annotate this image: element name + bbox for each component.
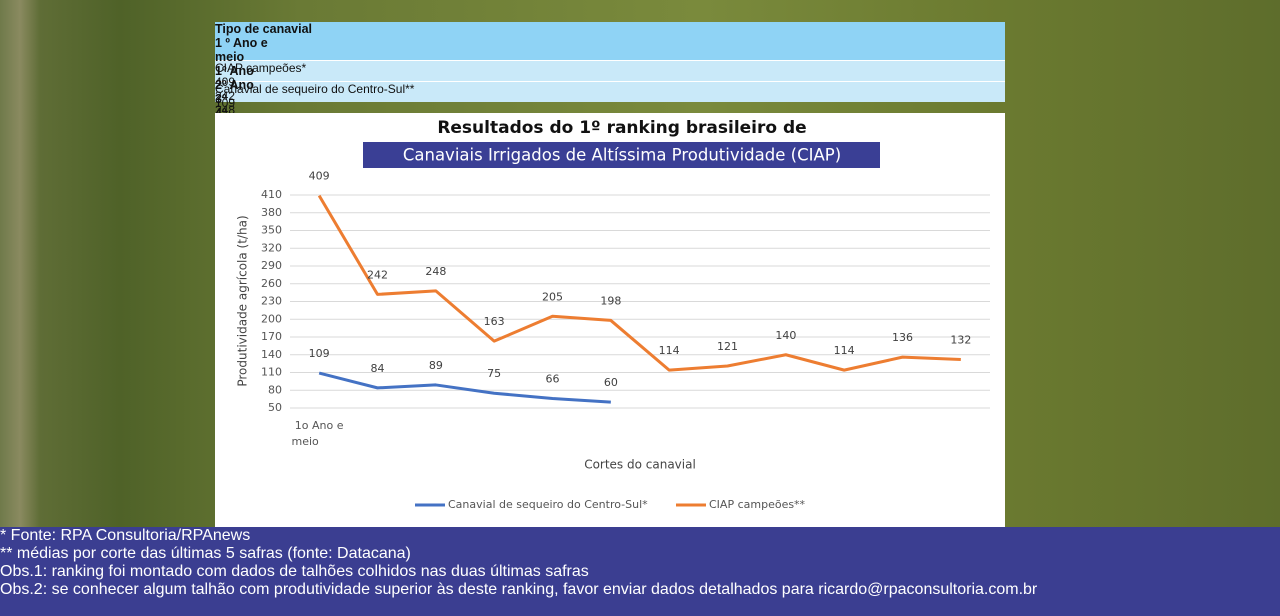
data-label: 163 <box>484 315 505 328</box>
footnotes: * Fonte: RPA Consultoria/RPAnews ** média… <box>0 527 1280 616</box>
y-tick-label: 110 <box>261 366 282 379</box>
footnote: Obs.2: se conhecer algum talhão com prod… <box>0 581 1038 598</box>
data-label: 114 <box>834 344 855 357</box>
data-label: 121 <box>717 340 738 353</box>
y-tick-label: 170 <box>261 330 282 343</box>
header-cell: 1º Ano <box>215 64 254 78</box>
data-label: 66 <box>546 373 560 386</box>
row-label: Canavial de sequeiro do Centro-Sul** <box>215 82 415 96</box>
y-axis-label: Produtividade agrícola (t/ha) <box>236 215 250 386</box>
footnote: Obs.1: ranking foi montado com dados de … <box>0 563 589 580</box>
series-line <box>317 194 961 372</box>
header-cell: 3º <box>215 92 227 106</box>
chart-subtitle: Canaviais Irrigados de Altíssima Produti… <box>403 146 841 165</box>
data-label: 132 <box>950 333 971 346</box>
footnote: ** médias por corte das últimas 5 safras… <box>0 545 411 562</box>
x-tick-line: 1o Ano e <box>295 419 344 432</box>
subtitle-box <box>363 142 880 168</box>
y-tick-label: 50 <box>268 401 282 414</box>
y-tick-label: 140 <box>261 348 282 361</box>
data-table: Tipo de canavial 1 º Ano e meio 1º Ano 2º A… <box>215 22 1005 243</box>
y-tick-label: 230 <box>261 295 282 308</box>
y-tick-label: 320 <box>261 241 282 254</box>
y-tick-label: 350 <box>261 224 282 237</box>
data-label: 109 <box>309 347 330 360</box>
row-label: CIAP campeões* <box>215 61 307 75</box>
header-cell: 1 º Ano e meio <box>215 36 268 64</box>
header-cell: Tipo de canavial <box>215 22 313 36</box>
chart-title: Resultados do 1º ranking brasileiro de <box>437 118 806 138</box>
data-label: 114 <box>659 344 680 357</box>
table-cell: 409 <box>215 75 236 89</box>
data-label: 409 <box>309 170 330 183</box>
data-label: 89 <box>429 359 443 372</box>
table-cell: 242 <box>215 89 236 103</box>
chart: Resultados do 1º ranking brasileiro de C… <box>215 113 1005 527</box>
table-row: Canavial de sequeiro do Centro-Sul**1098… <box>215 81 1005 180</box>
y-tick-label: 410 <box>261 188 282 201</box>
header-cell: 2º Ano <box>215 78 254 92</box>
data-label: 140 <box>775 329 796 342</box>
y-tick-label: 260 <box>261 277 282 290</box>
legend-label: CIAP campeões** <box>709 498 806 511</box>
y-tick-label: 380 <box>261 206 282 219</box>
data-label: 205 <box>542 290 563 303</box>
y-tick-label: 200 <box>261 312 282 325</box>
data-label: 198 <box>600 294 621 307</box>
series-line <box>318 371 611 404</box>
legend-label: Canavial de sequeiro do Centro-Sul* <box>448 498 648 511</box>
x-tick-label: 1o Ano e meio <box>292 419 344 448</box>
data-label: 242 <box>367 268 388 281</box>
table-cell: 109 <box>215 96 236 110</box>
data-label: 84 <box>371 362 385 375</box>
data-label: 75 <box>487 367 501 380</box>
x-tick-line: meio <box>292 435 320 448</box>
data-label: 136 <box>892 331 913 344</box>
table-row: CIAP campeões*40924224816320519811412114… <box>215 60 1005 243</box>
y-tick-label: 290 <box>261 259 282 272</box>
header-row: Tipo de canavial 1 º Ano e meio 1º Ano 2º A… <box>215 22 1005 218</box>
data-label: 60 <box>604 376 618 389</box>
x-axis-label: Cortes do canavial <box>584 458 696 472</box>
data-label: 248 <box>425 265 446 278</box>
y-tick-label: 80 <box>268 383 282 396</box>
footnote: * Fonte: RPA Consultoria/RPAnews <box>0 527 251 544</box>
